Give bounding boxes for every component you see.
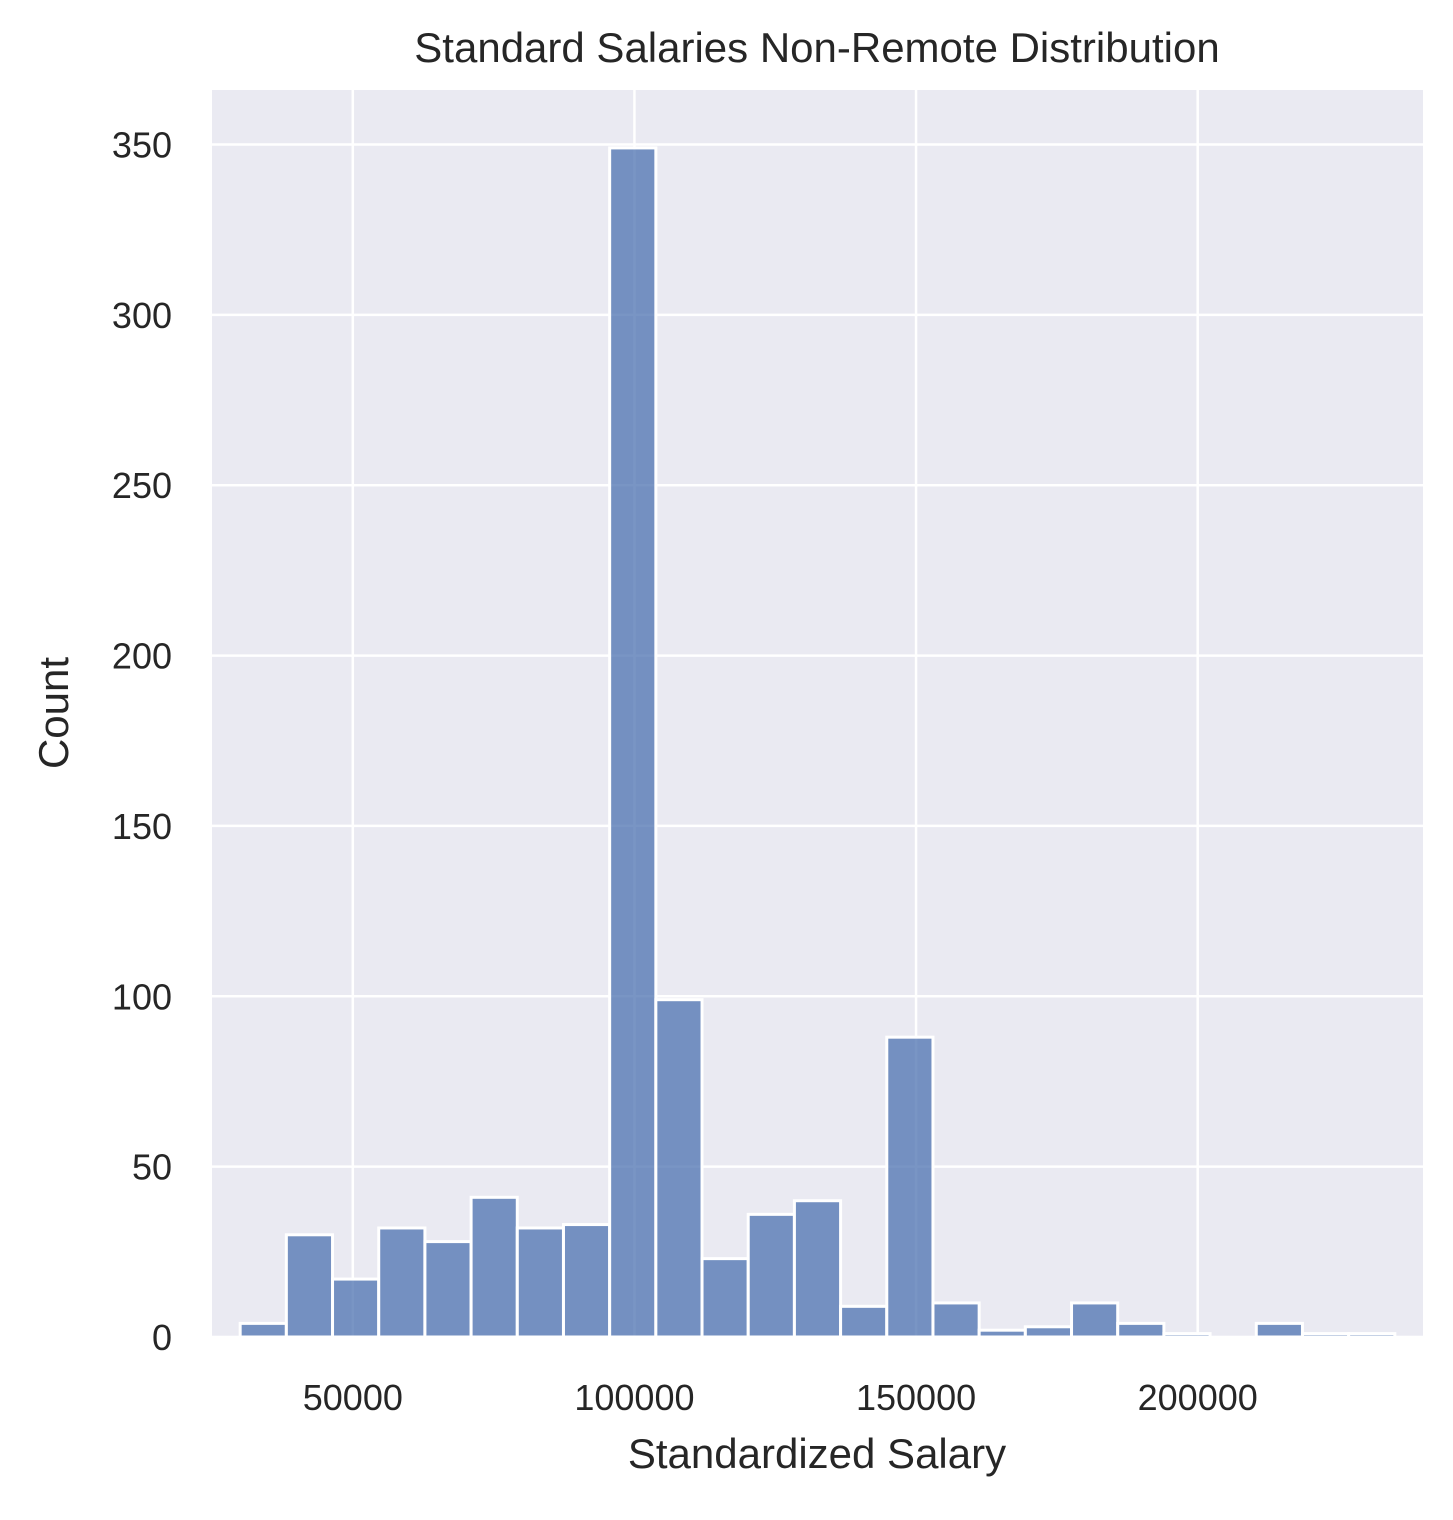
histogram-bar [654,998,704,1339]
x-tick-label: 200000 [1138,1377,1258,1418]
x-tick-labels: 50000 100000 150000 200000 [303,1377,1258,1418]
histogram-bar [561,1223,612,1339]
histogram-bar [423,1240,473,1339]
histogram-bar [931,1301,981,1339]
histogram-bar [515,1226,565,1339]
histogram-bar [885,1035,935,1339]
x-axis-label: Standardized Salary [628,1430,1006,1477]
histogram-bar [1116,1321,1166,1339]
y-axis-label: Count [30,657,77,769]
y-tick-label: 250 [112,465,172,506]
histogram-bar [1300,1332,1351,1339]
histogram-bar [1070,1301,1120,1339]
y-tick-label: 200 [112,636,172,677]
x-tick-label: 100000 [574,1377,694,1418]
plot-background [212,90,1423,1337]
y-tick-label: 100 [112,976,172,1017]
chart-title: Standard Salaries Non-Remote Distributio… [414,24,1219,71]
y-tick-labels: 0 50 100 150 200 250 300 350 [112,125,172,1358]
histogram-bar [377,1226,427,1339]
histogram-bar [608,146,658,1339]
histogram-bar [792,1199,843,1339]
histogram-bar [1162,1332,1212,1339]
histogram-bars [238,146,1397,1339]
histogram-bar [746,1212,796,1339]
histogram-bar [238,1321,288,1339]
histogram-bar [977,1328,1027,1339]
histogram-bar [1254,1321,1304,1339]
histogram-bar [469,1195,519,1339]
y-tick-label: 50 [132,1147,172,1188]
y-tick-label: 150 [112,806,172,847]
histogram-bar [1023,1325,1074,1339]
y-tick-label: 350 [112,125,172,166]
y-tick-label: 300 [112,295,172,336]
histogram-bar [284,1233,335,1339]
x-tick-label: 150000 [856,1377,976,1418]
y-tick-label: 0 [152,1317,172,1358]
histogram-bar [700,1257,750,1339]
histogram-bar [839,1304,889,1339]
x-tick-label: 50000 [303,1377,403,1418]
histogram-bar [1347,1332,1397,1339]
histogram-bar [331,1277,381,1339]
